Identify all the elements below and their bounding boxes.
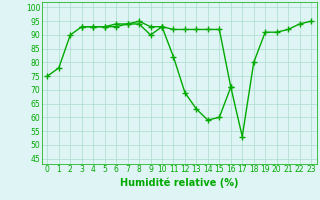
X-axis label: Humidité relative (%): Humidité relative (%): [120, 177, 238, 188]
